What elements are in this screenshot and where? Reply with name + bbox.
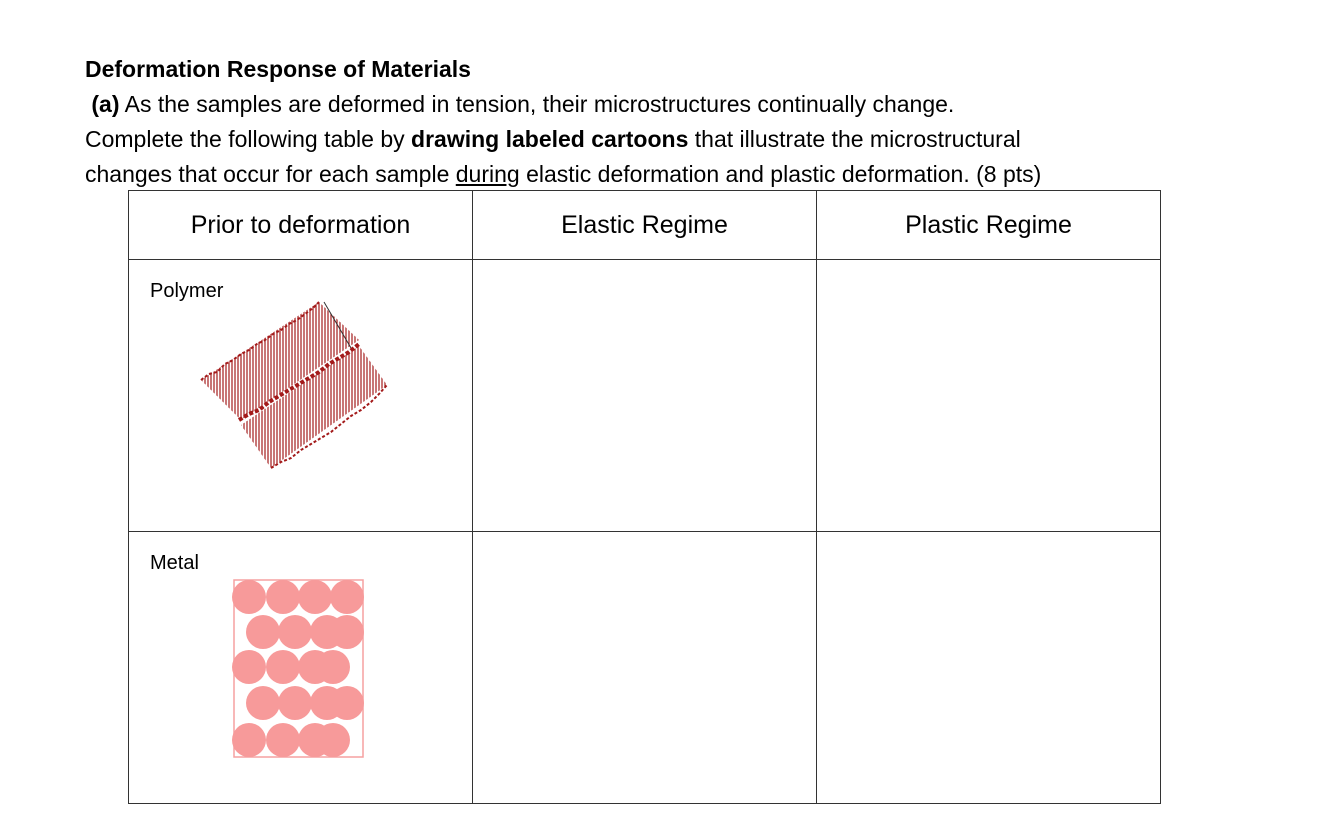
header-cell: Elastic Regime (472, 190, 817, 260)
cell: Polymer (128, 259, 473, 532)
row: Metal (128, 531, 1161, 804)
polymer-cartoon (200, 301, 388, 469)
text: changes that occur for each sample (85, 161, 456, 187)
lamella (241, 346, 387, 468)
question-text: As the samples are deformed in tension, … (124, 91, 955, 117)
text: Complete the following table by (85, 126, 412, 152)
title: Deformation Response of Materials (85, 56, 471, 82)
cell (472, 259, 817, 532)
amorphous-region (270, 384, 388, 469)
underlined: during (455, 161, 520, 187)
header-row: Prior to deformation Elastic Regime Plas… (128, 190, 1161, 260)
emphasis: drawing labeled cartoons (411, 126, 689, 152)
cell (472, 531, 817, 804)
cell: Metal (128, 531, 473, 804)
metal-cartoon (232, 579, 364, 758)
row-label: Metal (150, 552, 199, 574)
amorphous-region (200, 301, 320, 381)
atoms (232, 580, 364, 757)
row: Polymer (128, 259, 1161, 532)
header-cell: Plastic Regime (816, 190, 1161, 260)
row-label: Polymer (150, 280, 224, 302)
instructions-line: changes that occur for each sample durin… (85, 159, 1041, 189)
cell (816, 531, 1161, 804)
lamella (201, 302, 359, 420)
question: (a) As the samples are deformed in tensi… (85, 89, 954, 119)
dimension-arrow (323, 301, 352, 349)
text: elastic deformation and plastic deformat… (519, 161, 1042, 187)
header-cell: Prior to deformation (128, 190, 473, 260)
cell (816, 259, 1161, 532)
instructions-line: Complete the following table by drawing … (85, 124, 1021, 154)
question-label: (a) (91, 91, 120, 117)
table: Prior to deformation Elastic Regime Plas… (128, 190, 1161, 804)
text: that illustrate the microstructural (688, 126, 1021, 152)
